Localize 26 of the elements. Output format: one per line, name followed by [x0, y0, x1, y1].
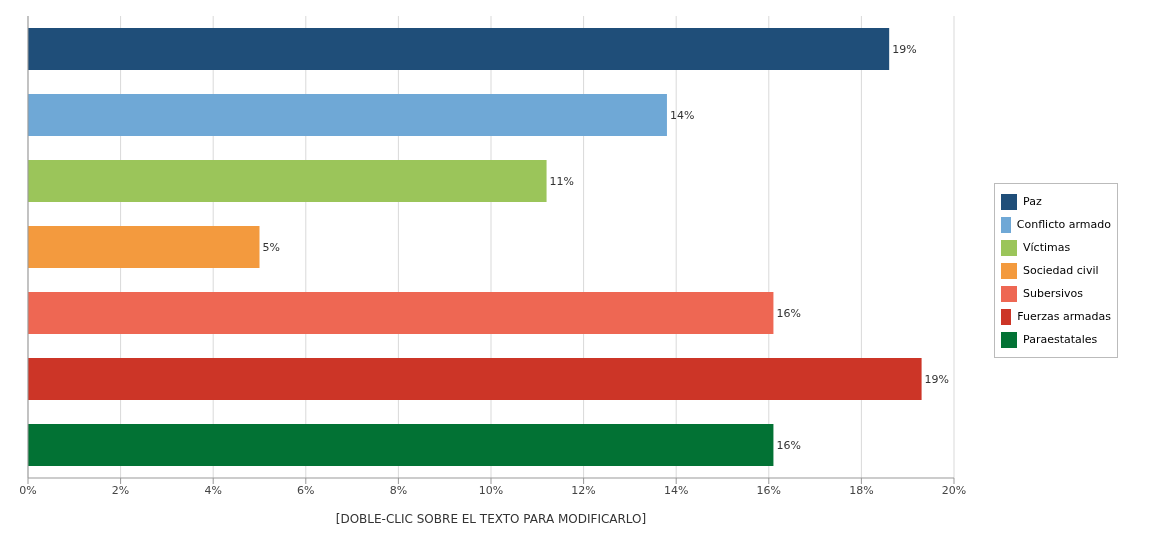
legend-label: Paraestatales [1023, 333, 1098, 346]
data-label: 19% [924, 372, 950, 386]
data-label: 5% [262, 240, 280, 254]
x-tick-label: 8% [389, 483, 408, 497]
data-label: 14% [669, 108, 695, 122]
x-tick-label: 16% [756, 483, 782, 497]
x-tick-label: 10% [478, 483, 504, 497]
x-tick-label: 18% [849, 483, 874, 497]
x-tick-label: 14% [663, 483, 689, 497]
legend-label: Sociedad civil [1023, 264, 1099, 277]
legend-label: Subersivos [1023, 287, 1083, 300]
legend-label: Víctimas [1023, 241, 1071, 254]
x-tick-label: 2% [111, 483, 130, 497]
x-tick-label: 12% [571, 483, 596, 497]
x-tick-label: 4% [204, 483, 222, 497]
legend-label: Conflicto armado [1016, 218, 1111, 231]
x-tick-label: 20% [941, 483, 967, 497]
data-label: 16% [776, 438, 801, 452]
data-label: 11% [549, 174, 575, 188]
x-tick-label: 0% [19, 483, 37, 497]
data-label: 16% [776, 306, 801, 320]
x-tick-label: 6% [297, 483, 315, 497]
legend-label: Fuerzas armadas [1017, 310, 1111, 323]
x-axis-title: [DOBLE-CLIC SOBRE EL TEXTO PARA MODIFICARLO] [335, 512, 647, 526]
data-label: 19% [892, 42, 917, 56]
legend-label: Paz [1023, 195, 1042, 208]
